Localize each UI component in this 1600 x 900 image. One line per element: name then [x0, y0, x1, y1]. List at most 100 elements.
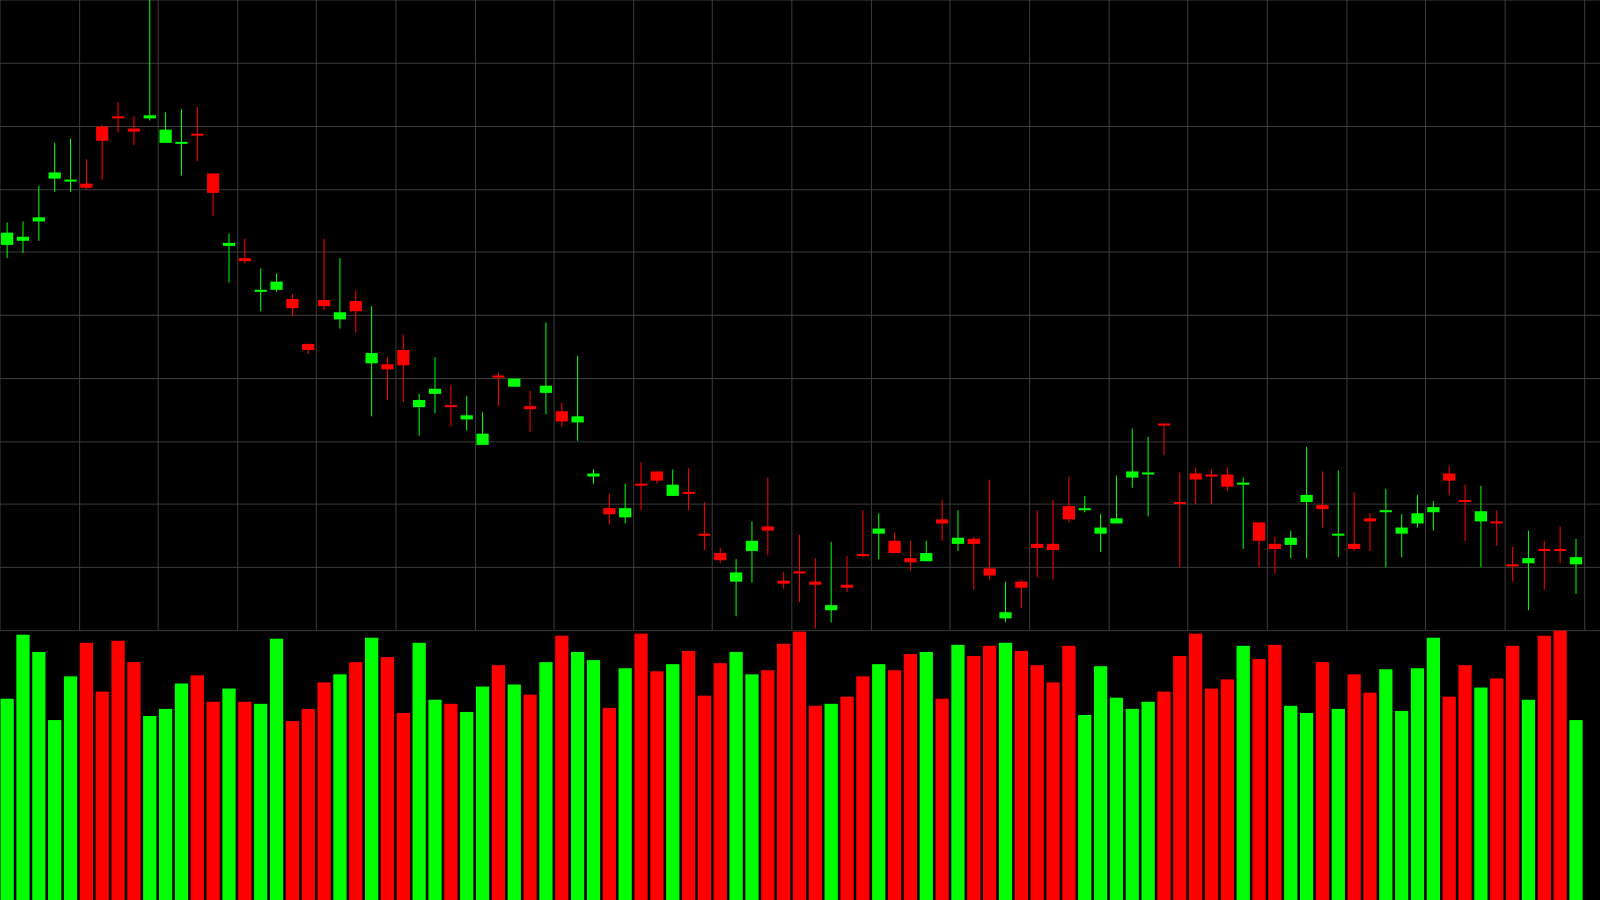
candle-body [349, 301, 362, 312]
volume-bar [285, 721, 300, 900]
candle-body [270, 281, 283, 290]
candle-body [127, 128, 141, 132]
candle-body [698, 533, 711, 536]
volume-bar [1236, 645, 1250, 900]
volume-bar [1252, 659, 1266, 900]
volume-bar [333, 674, 347, 900]
volume-bar [634, 633, 648, 900]
candle-body [920, 553, 933, 562]
candle-body [1522, 558, 1535, 564]
volume-bar [1569, 720, 1583, 900]
volume-bar [983, 645, 997, 900]
candle-body [1094, 527, 1107, 534]
candle-body [1221, 474, 1234, 487]
candle-body [666, 484, 679, 496]
volume-bar [650, 671, 664, 900]
volume-bar [1093, 666, 1108, 900]
candle-body [1031, 543, 1044, 548]
volume-bar [16, 634, 30, 900]
candle-body [999, 612, 1012, 619]
candle-body [983, 568, 996, 576]
candle-body [96, 126, 109, 141]
candle-body [1015, 581, 1028, 588]
volume-bar [349, 662, 363, 900]
candle-body [1348, 543, 1361, 549]
candle-body [1411, 513, 1424, 524]
volume-bar [1157, 691, 1171, 900]
candle-body [207, 173, 220, 193]
candle-body [1078, 508, 1091, 511]
volume-bar [1553, 630, 1567, 900]
volume-bar [1315, 662, 1330, 900]
volume-bar [777, 643, 791, 900]
volume-bar [1299, 712, 1314, 900]
volume-bar [412, 642, 426, 900]
volume-bar [158, 708, 173, 900]
volume-bar [1442, 696, 1456, 900]
candle-body [1046, 543, 1060, 550]
volume-bar [586, 660, 601, 900]
candle-body [159, 129, 172, 143]
volume-bar [1490, 678, 1504, 900]
candle-body [1284, 537, 1297, 545]
candle-body [1126, 471, 1139, 478]
candle-body [302, 343, 315, 350]
volume-bar [713, 663, 727, 900]
candle-body [745, 540, 759, 552]
candle-body [191, 133, 204, 136]
volume-bar [254, 703, 268, 900]
volume-bar [555, 635, 569, 900]
volume-bar [269, 638, 284, 900]
volume-bar [808, 705, 822, 900]
candle-body [1332, 533, 1345, 536]
volume-bar [792, 631, 807, 900]
volume-bar [1537, 635, 1551, 900]
candle-body [967, 538, 980, 544]
candle-body [1142, 472, 1155, 475]
candle-body [1554, 548, 1567, 552]
candle-body [951, 537, 965, 544]
volume-bar [48, 720, 62, 900]
volume-bar [238, 701, 252, 900]
volume-bar [1220, 679, 1234, 900]
volume-bar [127, 662, 141, 900]
volume-bar [729, 651, 743, 900]
volume-bar [1347, 674, 1361, 900]
volume-bar [856, 676, 870, 900]
candle-body [888, 540, 901, 554]
volume-bar [222, 688, 236, 900]
volume-bar [887, 670, 902, 900]
volume-bar [95, 691, 109, 900]
candle-body [587, 473, 600, 477]
volume-bar [301, 708, 315, 900]
volume-bar [666, 664, 680, 900]
volume-bar [840, 696, 854, 900]
candle-body [935, 519, 949, 524]
candle-body [714, 553, 727, 561]
volume-bar [1062, 645, 1076, 900]
candle-body [1427, 507, 1440, 513]
volume-bar [428, 699, 442, 900]
candle-body [48, 172, 61, 179]
volume-bar [0, 698, 14, 900]
volume-bar [1505, 645, 1520, 900]
candle-body [1316, 505, 1329, 510]
candle-body [1458, 500, 1472, 503]
candle-body [1252, 522, 1266, 541]
candle-body [1538, 548, 1551, 552]
volume-bar [1030, 665, 1044, 900]
candle-body [872, 528, 885, 534]
volume-bar [998, 642, 1013, 900]
candle-body [317, 300, 331, 307]
candle-body [1474, 511, 1488, 522]
candle-body [1062, 506, 1076, 520]
candle-body [381, 364, 394, 370]
candle-body [1379, 510, 1392, 513]
candle-body [80, 183, 93, 188]
candle-body [16, 236, 30, 241]
candle-body [1157, 423, 1171, 426]
candle-body [111, 116, 125, 119]
volume-bar [507, 684, 521, 900]
volume-bar [1141, 701, 1155, 900]
candle-body [571, 416, 584, 423]
